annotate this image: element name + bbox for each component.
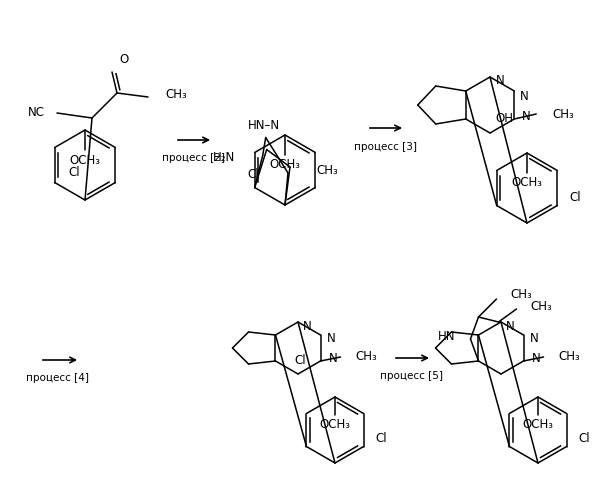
Text: Cl: Cl <box>569 191 581 204</box>
Text: N: N <box>520 90 529 102</box>
Text: OCH₃: OCH₃ <box>269 158 300 172</box>
Text: Cl: Cl <box>247 168 258 181</box>
Text: процесс [4]: процесс [4] <box>25 373 88 383</box>
Text: NC: NC <box>28 106 45 120</box>
Text: H₂N: H₂N <box>212 151 234 164</box>
Text: N: N <box>522 110 531 124</box>
Text: CH₃: CH₃ <box>558 350 581 364</box>
Text: Cl: Cl <box>579 432 590 445</box>
Text: N: N <box>496 74 505 88</box>
Text: N: N <box>303 320 312 334</box>
Text: Cl: Cl <box>376 432 387 445</box>
Text: процесс [2]: процесс [2] <box>162 153 225 163</box>
Text: CH₃: CH₃ <box>510 288 532 302</box>
Text: процесс [3]: процесс [3] <box>355 142 418 152</box>
Text: OCH₃: OCH₃ <box>320 418 350 432</box>
Text: HN: HN <box>438 330 456 344</box>
Text: CH₃: CH₃ <box>356 350 377 364</box>
Text: OCH₃: OCH₃ <box>70 154 100 166</box>
Text: CH₃: CH₃ <box>552 108 574 120</box>
Text: OH: OH <box>495 112 513 126</box>
Text: CH₃: CH₃ <box>531 300 552 314</box>
Text: N: N <box>529 332 538 345</box>
Text: OCH₃: OCH₃ <box>511 176 543 190</box>
Text: CH₃: CH₃ <box>165 88 187 102</box>
Text: N: N <box>329 352 337 366</box>
Text: Cl: Cl <box>294 354 306 366</box>
Text: O: O <box>119 53 128 66</box>
Text: N: N <box>326 332 335 345</box>
Text: OCH₃: OCH₃ <box>522 418 554 432</box>
Text: HN–N: HN–N <box>248 119 279 132</box>
Text: CH₃: CH₃ <box>316 164 338 177</box>
Text: Cl: Cl <box>69 166 81 179</box>
Text: N: N <box>531 352 540 366</box>
Text: N: N <box>506 320 514 334</box>
Text: процесс [5]: процесс [5] <box>380 371 444 381</box>
